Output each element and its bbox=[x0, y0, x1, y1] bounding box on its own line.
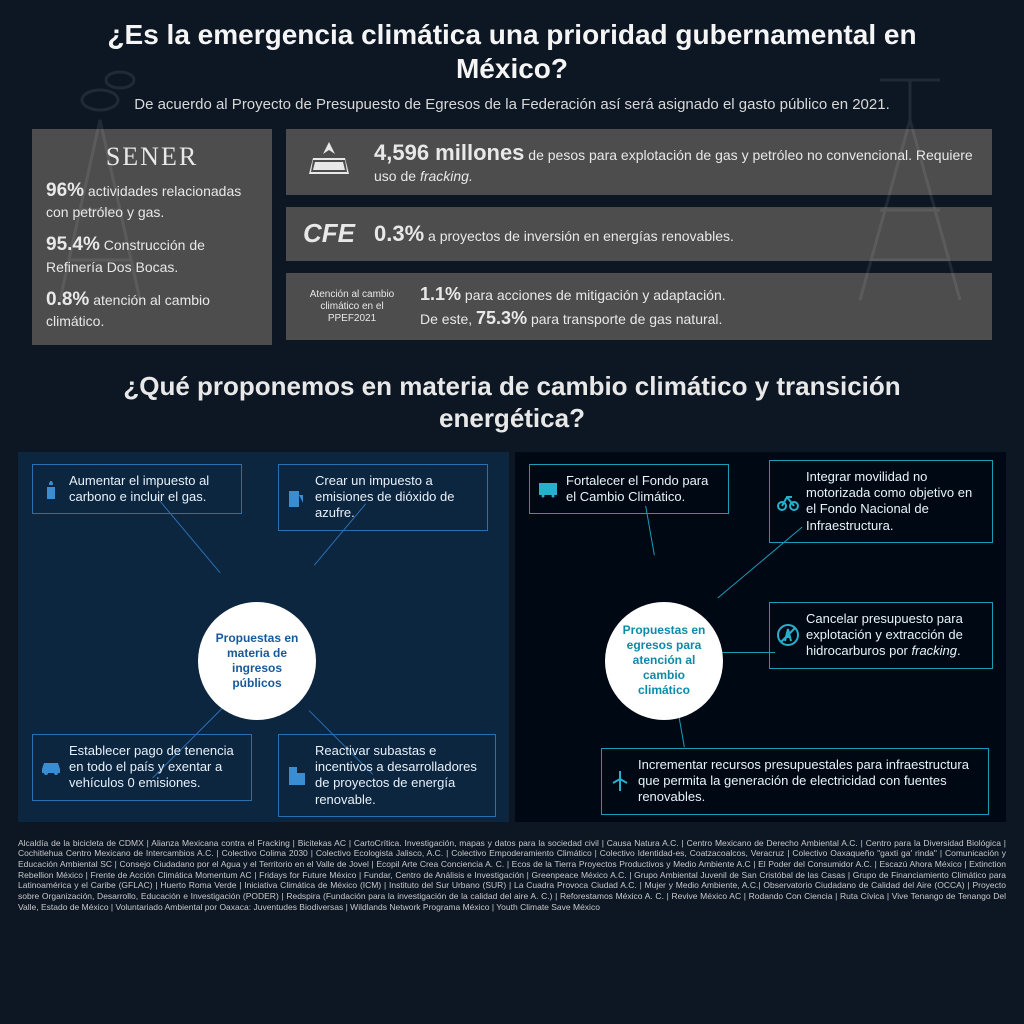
stat-pemex: 4,596 millones de pesos para explotación… bbox=[286, 129, 992, 196]
sener-stat: 96% actividades relacionadas con petróle… bbox=[46, 178, 258, 223]
right-node-fondo-climatico: Fortalecer el Fondo para el Cambio Climá… bbox=[529, 464, 729, 515]
no-tower-icon bbox=[776, 623, 800, 647]
cfe-logo: CFE bbox=[302, 217, 356, 251]
sener-stat: 95.4% Construcción de Refinería Dos Boca… bbox=[46, 232, 258, 277]
chimney-icon bbox=[39, 477, 63, 501]
car-icon bbox=[39, 755, 63, 779]
proposals-left-panel: Propuestas en materia de ingresos públic… bbox=[18, 452, 509, 822]
sener-logo: SENER bbox=[46, 139, 258, 174]
bike-icon bbox=[776, 489, 800, 513]
right-node-movilidad: Integrar movilidad no motorizada como ob… bbox=[769, 460, 993, 543]
pump-icon bbox=[285, 485, 309, 509]
bus-icon bbox=[536, 477, 560, 501]
wind-icon bbox=[608, 769, 632, 793]
left-node-carbon-tax: Aumentar el impuesto al carbono e inclui… bbox=[32, 464, 242, 515]
building-icon bbox=[285, 763, 309, 787]
stat-cfe: CFE 0.3% a proyectos de inversión en ene… bbox=[286, 207, 992, 261]
sener-stat: 0.8% atención al cambio climático. bbox=[46, 287, 258, 332]
pemex-icon bbox=[302, 140, 356, 184]
stat-ppef: Atención al cambio climático en el PPEF2… bbox=[286, 273, 992, 340]
proposals-title: ¿Qué proponemos en materia de cambio cli… bbox=[0, 359, 1024, 451]
sener-box: SENER 96% actividades relacionadas con p… bbox=[32, 129, 272, 346]
proposals-right-panel: Propuestas en egresos para atención al c… bbox=[515, 452, 1006, 822]
left-node-tenencia: Establecer pago de tenencia en todo el p… bbox=[32, 734, 252, 801]
organizations-list: Alcaldía de la bicicleta de CDMX | Alian… bbox=[0, 832, 1024, 922]
left-node-renewable-auctions: Reactivar subastas e incentivos a desarr… bbox=[278, 734, 496, 817]
right-hub: Propuestas en egresos para atención al c… bbox=[605, 602, 723, 720]
ppef-caption: Atención al cambio climático en el PPEF2… bbox=[302, 289, 402, 325]
left-node-sulfur-tax: Crear un impuesto a emisiones de dióxido… bbox=[278, 464, 488, 531]
right-node-infraestructura: Incrementar recursos presupuestales para… bbox=[601, 748, 989, 815]
proposals-section: Propuestas en materia de ingresos públic… bbox=[0, 452, 1024, 832]
left-hub: Propuestas en materia de ingresos públic… bbox=[198, 602, 316, 720]
right-node-cancel-fracking: Cancelar presupuesto para explotación y … bbox=[769, 602, 993, 669]
page-title: ¿Es la emergencia climática una priorida… bbox=[0, 0, 1024, 91]
stats-section: SENER 96% actividades relacionadas con p… bbox=[0, 129, 1024, 360]
page-subtitle: De acuerdo al Proyecto de Presupuesto de… bbox=[0, 91, 1024, 129]
